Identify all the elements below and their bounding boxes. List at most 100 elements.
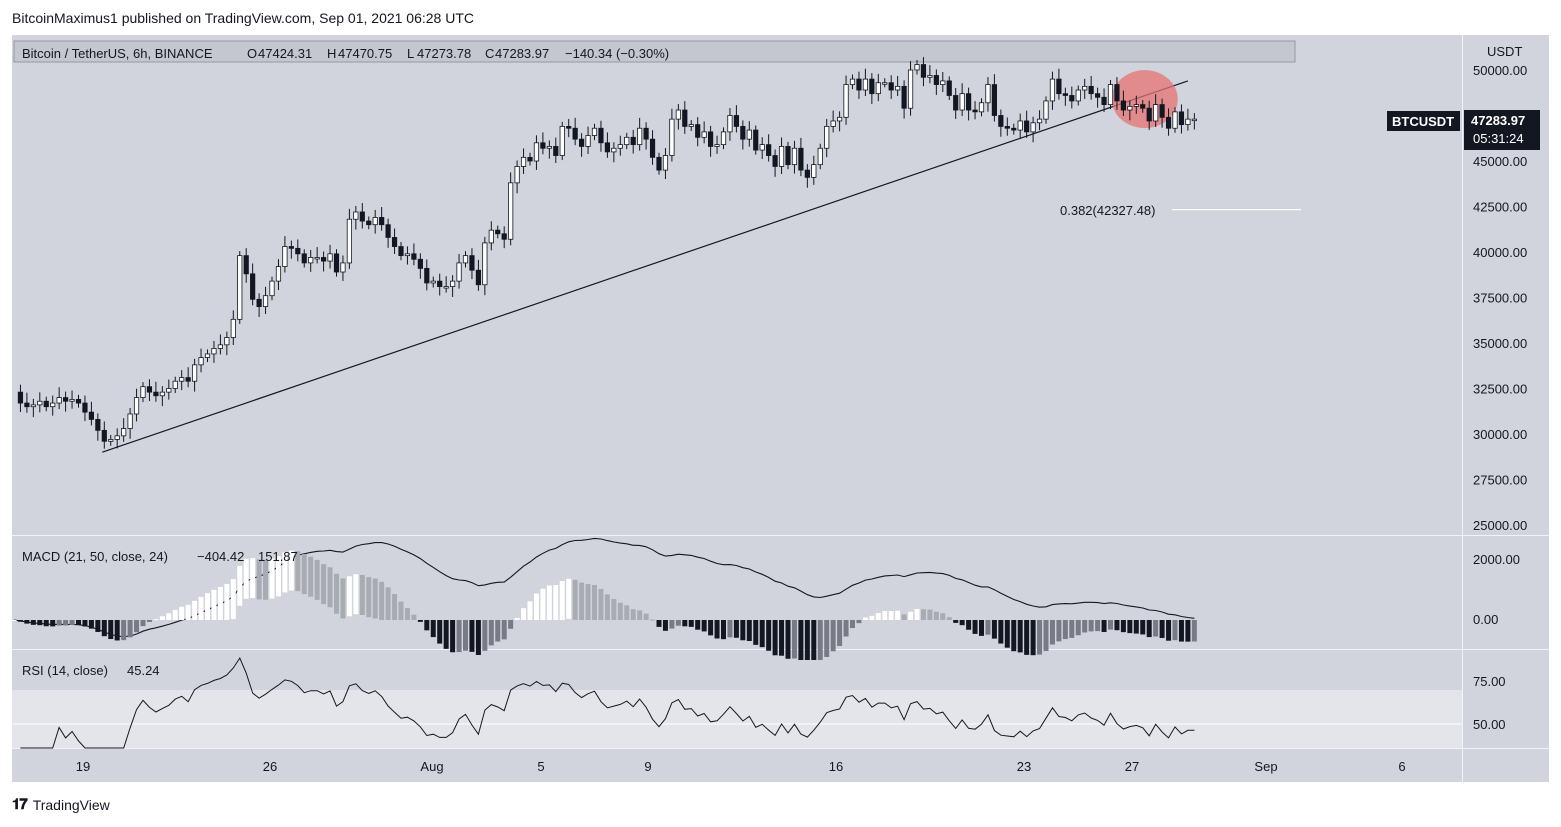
macd-histogram-bar	[985, 620, 991, 635]
macd-histogram-bar	[437, 620, 443, 644]
candle-up	[37, 400, 43, 406]
macd-histogram-bar	[127, 620, 133, 638]
candle-up	[237, 255, 243, 320]
macd-histogram-bar	[521, 608, 527, 620]
macd-histogram-bar	[1011, 620, 1017, 652]
macd-histogram-bar	[1101, 620, 1107, 633]
candle-up	[669, 118, 675, 156]
macd-value-1: −404.42	[197, 549, 244, 564]
candle-down	[527, 156, 533, 162]
macd-histogram-bar	[443, 620, 449, 649]
candle-up	[327, 253, 333, 262]
macd-histogram-bar	[217, 586, 223, 620]
candle-down	[185, 377, 191, 382]
candle-up	[127, 413, 133, 429]
candle-down	[469, 255, 475, 271]
candle-down	[495, 229, 501, 235]
candle-up	[849, 78, 856, 85]
open-value: 47424.31	[258, 46, 312, 61]
macd-histogram-bar	[11, 620, 17, 621]
candle-down	[682, 109, 688, 127]
change-value: −140.34 (−0.30%)	[565, 46, 669, 61]
candle-up	[591, 127, 598, 136]
candle-down	[82, 402, 88, 413]
candle-up	[514, 166, 520, 184]
macd-histogram-bar	[256, 559, 262, 600]
candle-down	[411, 253, 417, 260]
macd-histogram-bar	[159, 616, 165, 620]
fib-label: 0.382(42327.48)	[1060, 203, 1155, 218]
macd-histogram-bar	[527, 601, 533, 620]
candle-down	[598, 127, 604, 144]
candle-up	[533, 142, 540, 162]
candle-down	[572, 127, 578, 140]
macd-histogram-bar	[114, 620, 120, 641]
footer-brand[interactable]: 𝟏𝟕 TradingView	[12, 796, 110, 813]
candle-down	[1146, 107, 1152, 122]
candle-down	[88, 411, 94, 420]
candle-up	[1043, 100, 1049, 120]
macd-histogram-bar	[95, 620, 101, 632]
macd-histogram-bar	[662, 620, 668, 631]
time-tick-label: 27	[1125, 759, 1139, 774]
candle-up	[914, 64, 920, 71]
candle-up	[1191, 118, 1197, 122]
candle-down	[301, 253, 307, 264]
macd-histogram-bar	[843, 620, 849, 637]
macd-histogram-bar	[1133, 620, 1139, 634]
macd-histogram-bar	[1166, 620, 1172, 641]
candle-down	[933, 75, 939, 85]
candle-down	[43, 400, 49, 408]
macd-histogram-bar	[514, 617, 520, 620]
candle-up	[172, 380, 178, 389]
candle-up	[508, 182, 514, 240]
macd-histogram-bar	[869, 615, 875, 620]
price-tick-label: 45000.00	[1473, 154, 1527, 169]
low-label: L	[407, 46, 414, 61]
macd-histogram-bar	[398, 601, 404, 620]
macd-histogram-bar	[1108, 620, 1113, 630]
macd-histogram-bar	[295, 551, 301, 592]
open-label: O	[247, 46, 257, 61]
candle-up	[211, 348, 217, 355]
candle-up	[340, 262, 346, 273]
candle-up	[675, 109, 681, 120]
high-value: 47470.75	[338, 46, 392, 61]
candle-down	[359, 211, 365, 222]
candle-down	[991, 84, 998, 116]
candle-down	[1159, 104, 1165, 118]
macd-histogram-bar	[804, 620, 810, 660]
candle-down	[398, 246, 404, 257]
macd-histogram-bar	[714, 620, 720, 639]
macd-histogram-bar	[914, 608, 920, 620]
currency-label: USDT	[1487, 44, 1522, 59]
macd-histogram-bar	[1004, 620, 1010, 648]
price-tick-label: 40000.00	[1473, 245, 1527, 260]
macd-histogram-bar	[721, 620, 726, 640]
candle-down	[24, 402, 30, 408]
macd-histogram-bar	[1140, 620, 1146, 635]
macd-histogram-bar	[1127, 620, 1133, 634]
candle-up	[824, 126, 830, 149]
candle-up	[662, 155, 669, 171]
candle-up	[308, 257, 314, 264]
candle-down	[733, 115, 740, 127]
macd-histogram-bar	[301, 554, 307, 595]
macd-histogram-bar	[1069, 620, 1075, 638]
candle-up	[262, 295, 269, 307]
candle-down	[901, 85, 907, 109]
candle-down	[95, 419, 101, 431]
macd-histogram-bar	[979, 620, 984, 636]
candle-down	[1140, 104, 1146, 109]
candle-up	[140, 386, 146, 398]
candle-down	[153, 391, 159, 397]
macd-histogram-bar	[76, 620, 81, 626]
macd-histogram-bar	[817, 620, 823, 660]
candle-up	[1127, 106, 1133, 111]
macd-histogram-bar	[791, 620, 797, 659]
macd-histogram-bar	[933, 611, 939, 620]
macd-histogram-bar	[166, 613, 172, 620]
candle-down	[766, 144, 772, 156]
macd-histogram-bar	[1030, 620, 1036, 656]
